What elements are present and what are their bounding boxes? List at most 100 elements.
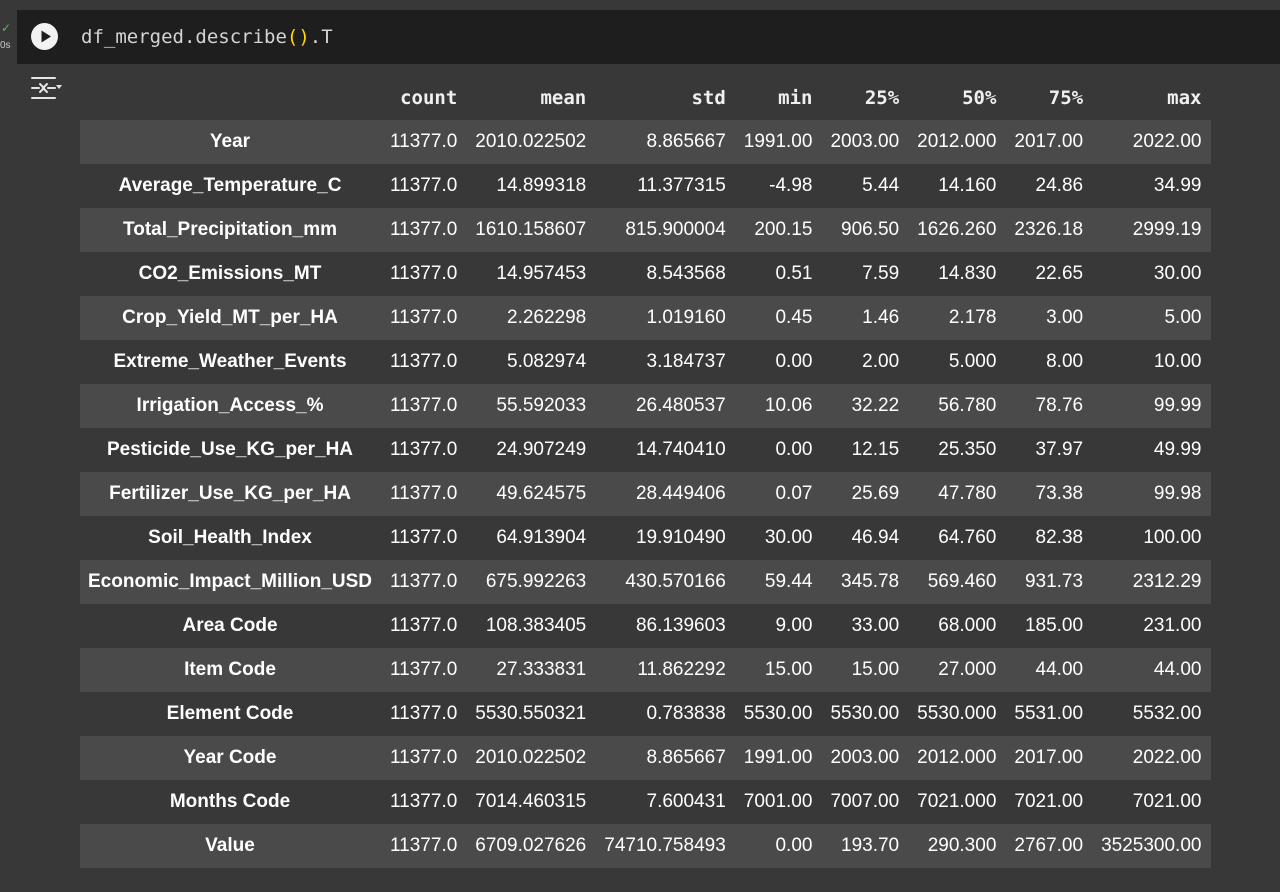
table-row: Year Code 11377.0 2010.022502 8.865667 1991.… — [80, 736, 1212, 780]
table-cell: 7021.00 — [1132, 791, 1202, 812]
table-cell: 5.00 — [1164, 307, 1202, 328]
index-column-header — [80, 75, 382, 120]
table-cell: 6709.027626 — [475, 835, 587, 856]
table-cell: 27.333831 — [496, 659, 587, 680]
table-cell: 11377.0 — [390, 395, 458, 416]
table-cell: 2022.00 — [1132, 131, 1202, 152]
table-cell: 24.907249 — [496, 439, 587, 460]
table-cell: 231.00 — [1143, 615, 1202, 636]
table-cell: 11.862292 — [637, 659, 726, 680]
row-label: Year Code — [183, 747, 277, 768]
table-cell: 24.86 — [1035, 175, 1084, 196]
code-parens: () — [286, 26, 310, 48]
row-label: Fertilizer_Use_KG_per_HA — [109, 483, 351, 504]
run-cell-button[interactable] — [31, 23, 58, 50]
table-row: CO2_Emissions_MT 11377.0 14.957453 8.543568… — [80, 252, 1212, 296]
table-cell: 32.22 — [851, 395, 900, 416]
table-cell: 2312.29 — [1132, 571, 1202, 592]
row-label: Average_Temperature_C — [118, 175, 342, 196]
table-cell: 569.460 — [927, 571, 997, 592]
row-label: Element Code — [166, 703, 294, 724]
column-header: 50% — [962, 86, 997, 109]
row-label: Item Code — [184, 659, 276, 680]
table-row: Average_Temperature_C 11377.0 14.899318 11.… — [80, 164, 1212, 208]
table-cell: 290.300 — [927, 835, 997, 856]
table-cell: 1610.158607 — [475, 219, 587, 240]
output-menu-icon — [31, 77, 62, 99]
table-cell: 25.350 — [938, 439, 997, 460]
table-cell: 0.00 — [775, 439, 813, 460]
table-cell: 12.15 — [851, 439, 900, 460]
code-editor-line[interactable]: df_merged.describe().T — [81, 25, 333, 49]
table-cell: 14.740410 — [635, 439, 726, 460]
table-row: Economic_Impact_Million_USD 11377.0 675.99… — [80, 560, 1212, 604]
row-label: Months Code — [169, 791, 291, 812]
table-cell: 2017.00 — [1014, 131, 1084, 152]
table-cell: 5.44 — [862, 175, 900, 196]
row-label: Soil_Health_Index — [148, 527, 312, 548]
row-label: Total_Precipitation_mm — [123, 219, 337, 240]
table-cell: 8.865667 — [646, 747, 726, 768]
table-cell: 10.06 — [764, 395, 813, 416]
output-actions-button[interactable] — [29, 75, 63, 103]
table-cell: 8.00 — [1046, 351, 1084, 372]
table-row: Total_Precipitation_mm 11377.0 1610.158607… — [80, 208, 1212, 252]
row-label: Value — [205, 835, 255, 856]
table-cell: 11377.0 — [390, 747, 458, 768]
table-cell: 11377.0 — [390, 307, 458, 328]
table-cell: 11377.0 — [390, 615, 458, 636]
table-cell: 8.543568 — [646, 263, 726, 284]
row-label: Pesticide_Use_KG_per_HA — [106, 439, 354, 460]
table-cell: 78.76 — [1035, 395, 1084, 416]
table-cell: 15.00 — [851, 659, 900, 680]
table-cell: 74710.758493 — [604, 835, 726, 856]
table-cell: 49.624575 — [496, 483, 587, 504]
table-cell: 2.00 — [862, 351, 900, 372]
table-cell: 11377.0 — [390, 219, 458, 240]
table-cell: 11377.0 — [390, 175, 458, 196]
table-cell: 2.262298 — [507, 307, 587, 328]
code-text: df_merged.describe — [81, 26, 287, 48]
table-cell: 11377.0 — [390, 659, 458, 680]
table-cell: 27.000 — [938, 659, 997, 680]
table-cell: 28.449406 — [635, 483, 726, 504]
table-cell: 68.000 — [938, 615, 997, 636]
cell-gutter: ✓ 0s — [0, 0, 17, 892]
table-cell: 200.15 — [754, 219, 813, 240]
table-row: Value 11377.0 6709.027626 74710.758493 0.00 1… — [80, 824, 1212, 868]
row-label: Area Code — [182, 615, 278, 636]
table-cell: 44.00 — [1035, 659, 1084, 680]
row-label: Crop_Yield_MT_per_HA — [122, 307, 338, 328]
table-cell: 64.913904 — [496, 527, 587, 548]
table-cell: 2017.00 — [1014, 747, 1084, 768]
table-cell: 5531.00 — [1014, 703, 1084, 724]
table-cell: 5530.00 — [743, 703, 813, 724]
row-label: Year — [209, 131, 251, 152]
row-label: Extreme_Weather_Events — [113, 351, 347, 372]
code-cell[interactable]: df_merged.describe().T — [17, 10, 1280, 64]
table-cell: 2012.000 — [917, 131, 997, 152]
table-cell: 5.000 — [948, 351, 997, 372]
column-header: 25% — [864, 86, 900, 109]
table-cell: 64.760 — [938, 527, 997, 548]
table-cell: 11377.0 — [390, 527, 458, 548]
table-cell: 0.07 — [775, 483, 813, 504]
table-row: Crop_Yield_MT_per_HA 11377.0 2.262298 1.019… — [80, 296, 1212, 340]
table-cell: 25.69 — [851, 483, 900, 504]
table-cell: 345.78 — [841, 571, 900, 592]
table-row: Element Code 11377.0 5530.550321 0.783838 55… — [80, 692, 1212, 736]
table-cell: 7.600431 — [646, 791, 726, 812]
table-cell: 0.00 — [775, 835, 813, 856]
table-cell: 1.019160 — [646, 307, 726, 328]
table-cell: 37.97 — [1035, 439, 1084, 460]
table-body: Year 11377.0 2010.022502 8.865667 1991.00 200… — [80, 120, 1212, 868]
table-cell: 30.00 — [1153, 263, 1202, 284]
table-cell: 55.592033 — [496, 395, 587, 416]
table-cell: 11.377315 — [637, 175, 726, 196]
row-label: CO2_Emissions_MT — [138, 263, 322, 284]
table-cell: 11377.0 — [390, 351, 458, 372]
table-cell: 9.00 — [775, 615, 813, 636]
table-cell: 3525300.00 — [1101, 835, 1202, 856]
table-cell: 19.910490 — [635, 527, 726, 548]
table-cell: 15.00 — [764, 659, 813, 680]
